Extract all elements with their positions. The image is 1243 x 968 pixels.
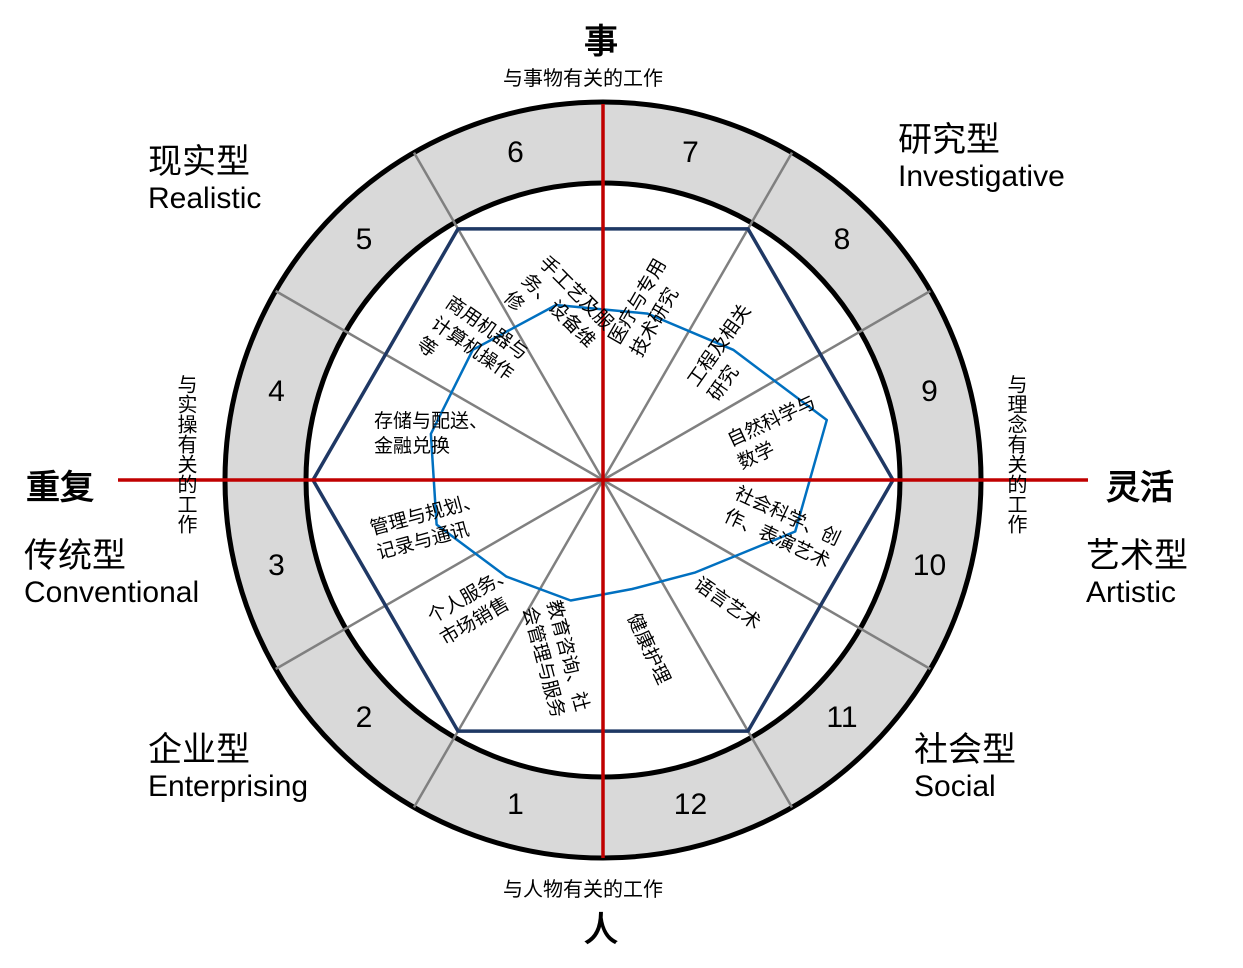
type-conventional-zh: 传统型 — [24, 536, 126, 576]
type-investigative-en: Investigative — [898, 160, 1065, 193]
type-enterprising-en: Enterprising — [148, 770, 309, 803]
type-investigative-zh: 研究型 — [898, 120, 1000, 160]
type-social-zh: 社会型 — [914, 730, 1016, 770]
ring-number-2: 2 — [355, 701, 373, 734]
sector-divider — [275, 289, 604, 482]
type-artistic-en: Artistic — [1086, 576, 1176, 609]
type-realistic-zh: 现实型 — [148, 142, 250, 182]
sector-divider — [275, 478, 604, 671]
type-social-en: Social — [914, 770, 996, 803]
ring-number-10: 10 — [912, 549, 947, 583]
sector-dividers — [275, 152, 931, 808]
sector-divider — [412, 152, 605, 481]
axis-left-label: 重复 — [26, 468, 94, 508]
ring-number-1: 1 — [507, 788, 524, 822]
axis-bottom-label: 人 — [584, 910, 618, 950]
axis-left-sublabel: 与实操有关的工作 — [174, 374, 198, 534]
ring-number-4: 4 — [268, 374, 285, 408]
type-conventional-en: Conventional — [24, 576, 200, 609]
profile-line — [429, 303, 829, 602]
sector-label-11: 存储与配送、 金融兑换 — [374, 409, 489, 457]
ring-number-6: 6 — [507, 135, 524, 169]
type-artistic-zh: 艺术型 — [1086, 536, 1188, 576]
sector-divider — [412, 479, 605, 808]
axis-right-sublabel: 与理念有关的工作 — [1004, 374, 1028, 534]
axis-top-label: 事 — [584, 22, 618, 62]
ring-number-7: 7 — [682, 135, 699, 169]
ring-number-8: 8 — [833, 222, 851, 256]
axis-top-sublabel: 与事物有关的工作 — [503, 66, 663, 90]
ring-number-3: 3 — [268, 549, 285, 583]
axis-bottom-sublabel: 与人物有关的工作 — [503, 877, 663, 901]
sector-divider — [602, 289, 931, 482]
sector-divider — [602, 478, 931, 671]
ring-number-12: 12 — [673, 788, 708, 822]
type-enterprising-zh: 企业型 — [148, 730, 250, 770]
sector-divider — [601, 152, 794, 481]
ring-number-9: 9 — [921, 374, 938, 408]
type-realistic-en: Realistic — [148, 182, 262, 215]
ring-number-11: 11 — [826, 701, 858, 734]
axis-right-label: 灵活 — [1106, 468, 1174, 508]
ring-number-5: 5 — [355, 222, 373, 256]
sector-divider — [601, 479, 794, 808]
